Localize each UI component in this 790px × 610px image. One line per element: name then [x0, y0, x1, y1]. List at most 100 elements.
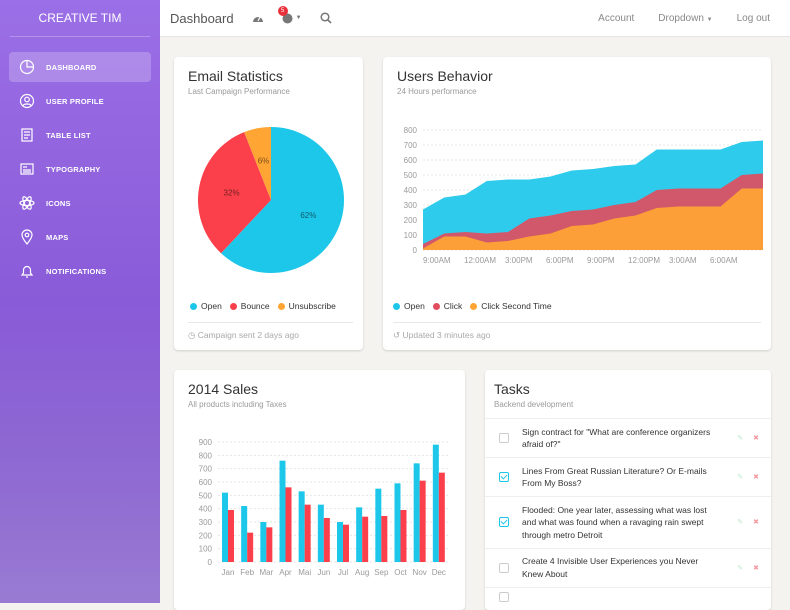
- legend-dot: [190, 302, 197, 310]
- card-subtitle: Backend development: [494, 400, 574, 409]
- task-checkbox[interactable]: [499, 562, 509, 573]
- remove-icon[interactable]: ✖: [753, 564, 759, 572]
- legend-label: Unsubscribe: [288, 301, 336, 311]
- dropdown-menu[interactable]: Dropdown ▼: [658, 13, 712, 24]
- atom-icon: [19, 196, 35, 210]
- bar-apr-1: [285, 487, 292, 562]
- edit-icon[interactable]: ✎: [737, 474, 744, 481]
- bar-feb-1: [247, 532, 254, 562]
- y-tick-label: 0: [413, 246, 418, 255]
- task-text: Lines From Great Russian Literature? Or …: [522, 465, 707, 489]
- x-tick-label: Jul: [338, 568, 348, 577]
- remove-icon[interactable]: ✖: [753, 474, 759, 481]
- y-tick-label: 200: [404, 216, 418, 225]
- legend-label: Click Second Time: [481, 301, 552, 311]
- caret-down-icon: ▼: [706, 16, 713, 23]
- bar-sep-1: [381, 516, 388, 562]
- bar-dec-0: [432, 444, 439, 562]
- task-checkbox[interactable]: [499, 472, 509, 482]
- account-link[interactable]: Account: [598, 12, 635, 24]
- bar-dec-1: [438, 472, 445, 562]
- sidebar-item-typography[interactable]: TYPOGRAPHY: [9, 154, 151, 184]
- email-pie-chart: 62% 32% 6%: [198, 127, 344, 273]
- remove-icon[interactable]: ✖: [753, 435, 759, 442]
- sidebar-item-label: ICONS: [46, 198, 71, 208]
- sidebar-item-notifications[interactable]: NOTIFICATIONS: [9, 256, 151, 286]
- legend-label: Open: [201, 301, 222, 311]
- x-tick-label: 9:00AM: [423, 256, 451, 265]
- y-tick-label: 700: [404, 141, 418, 150]
- remove-icon[interactable]: ✖: [753, 519, 759, 527]
- globe-icon: [282, 13, 293, 23]
- bar-jul-1: [343, 524, 349, 562]
- legend-item: Unsubscribe: [277, 301, 336, 311]
- bar-jul-0: [337, 522, 343, 562]
- legend-dot: [432, 302, 440, 310]
- y-tick-label: 400: [404, 186, 418, 195]
- bar-mai-1: [304, 504, 311, 562]
- card-title: Users Behavior: [397, 68, 493, 84]
- legend-item: Click: [432, 301, 462, 311]
- y-tick-label: 900: [199, 438, 213, 447]
- legend-label: Open: [404, 301, 425, 311]
- bar-aug-0: [356, 507, 363, 562]
- card-title: Tasks: [494, 381, 530, 397]
- x-tick-label: Nov: [413, 568, 427, 577]
- legend-item: Click Second Time: [470, 301, 552, 311]
- sidebar-item-table-list[interactable]: TABLE LIST: [9, 120, 151, 150]
- brand-logo[interactable]: CREATIVE TIM: [10, 0, 150, 37]
- footer-text: Updated 3 minutes ago: [402, 330, 491, 340]
- clock-icon: ◷: [188, 330, 196, 340]
- x-tick-label: Dec: [432, 568, 446, 577]
- y-tick-label: 500: [404, 171, 418, 180]
- card-subtitle: 24 Hours performance: [397, 87, 477, 96]
- bar-oct-0: [394, 483, 401, 562]
- sales-card: 2014 Sales All products including Taxes …: [174, 370, 465, 610]
- legend-dot: [229, 302, 237, 310]
- history-icon: ↺: [393, 330, 401, 340]
- sidebar-item-label: MAPS: [46, 232, 69, 242]
- task-checkbox[interactable]: [499, 517, 509, 528]
- edit-icon[interactable]: ✎: [737, 519, 744, 527]
- sidebar-item-label: DASHBOARD: [46, 62, 97, 72]
- sidebar-item-label: USER PROFILE: [46, 96, 104, 106]
- sidebar-item-icons[interactable]: ICONS: [9, 188, 151, 218]
- task-row: Sign contract for "What are conference o…: [485, 418, 771, 457]
- search-icon[interactable]: [320, 12, 332, 24]
- edit-icon[interactable]: ✎: [737, 564, 744, 572]
- pie-legend: Open Bounce Unsubscribe: [190, 301, 336, 311]
- sidebar: CREATIVE TIM DASHBOARD USER PROFILE TABLE …: [0, 0, 160, 603]
- edit-icon[interactable]: ✎: [737, 435, 744, 442]
- notifications-dropdown[interactable]: 5 ▼: [277, 5, 302, 24]
- bar-apr-0: [279, 460, 286, 562]
- y-tick-label: 600: [199, 478, 213, 487]
- task-checkbox[interactable]: [499, 592, 509, 602]
- bell-icon: [20, 265, 34, 278]
- dashboard-icon[interactable]: [252, 13, 264, 24]
- sidebar-item-maps[interactable]: MAPS: [9, 222, 151, 252]
- sidebar-item-user-profile[interactable]: USER PROFILE: [9, 86, 151, 116]
- y-tick-label: 600: [404, 156, 418, 165]
- x-tick-label: 3:00PM: [505, 256, 533, 265]
- y-tick-label: 700: [199, 465, 213, 474]
- task-row: [485, 586, 771, 607]
- task-row: Create 4 Invisible User Experiences you …: [485, 547, 771, 587]
- y-tick-label: 100: [404, 231, 418, 240]
- x-tick-label: 3:00AM: [669, 256, 697, 265]
- x-tick-label: Feb: [240, 568, 254, 577]
- area-legend: Open Click Click Second Time: [393, 301, 552, 311]
- x-tick-label: 6:00PM: [546, 256, 574, 265]
- legend-label: Bounce: [240, 301, 270, 311]
- task-checkbox[interactable]: [499, 433, 509, 443]
- users-behavior-card: Users Behavior 24 Hours performance 0 100…: [383, 57, 771, 350]
- pie-slice-open: [221, 127, 344, 273]
- task-text: Flooded: One year later, assessing what …: [522, 504, 707, 540]
- logout-link[interactable]: Log out: [736, 12, 770, 24]
- sidebar-item-dashboard[interactable]: DASHBOARD: [9, 52, 151, 82]
- y-tick-label: 300: [404, 201, 418, 210]
- caret-down-icon: ▼: [295, 15, 302, 21]
- x-tick-label: 6:00AM: [710, 256, 738, 265]
- x-tick-label: 12:00PM: [628, 256, 660, 265]
- sales-bar-chart: 0 100 200 300 400 500 600 700 800 900 Jan Feb Mar Apr…: [199, 438, 448, 577]
- page-title[interactable]: Dashboard: [170, 10, 234, 26]
